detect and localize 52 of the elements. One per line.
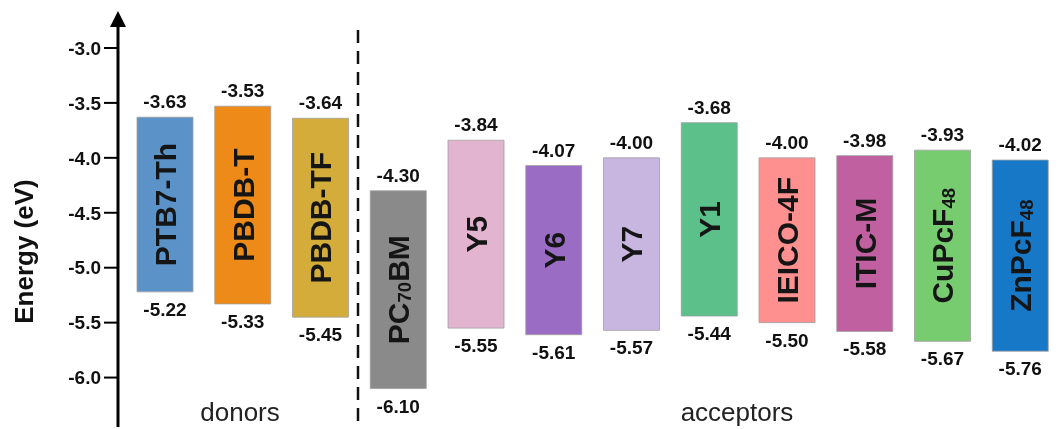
annotation: -5.55 — [454, 335, 499, 357]
bar — [136, 116, 194, 293]
y-tick-label: -3.0 — [68, 37, 101, 59]
annotation: -5.67 — [920, 348, 965, 370]
x-tick-label: PBDB-TF — [304, 151, 337, 284]
bar — [991, 159, 1049, 352]
x-tick-label: PBDB-T — [226, 148, 260, 262]
annotation: -5.76 — [998, 358, 1042, 380]
annotation: acceptors — [679, 397, 795, 427]
annotation: -5.22 — [143, 298, 187, 320]
y-tick-label: -3.5 — [68, 92, 102, 114]
bar — [603, 157, 660, 331]
x-tick-label: ITIC-M — [848, 197, 882, 290]
annotation: -3.64 — [298, 92, 343, 114]
bar — [525, 165, 583, 336]
annotation: -3.63 — [143, 91, 187, 113]
annotation: -4.30 — [376, 164, 420, 186]
annotation: -6.10 — [376, 395, 420, 417]
annotation: -3.53 — [221, 80, 265, 102]
annotation: -4.07 — [532, 139, 576, 161]
annotation: -5.44 — [687, 323, 732, 345]
bar — [836, 155, 894, 332]
y-tick-label: -5.0 — [68, 257, 101, 279]
annotation: -4.02 — [998, 134, 1042, 156]
annotation: -5.61 — [532, 341, 576, 363]
y-tick-label: -4.0 — [68, 147, 101, 169]
y-axis-title: Energy (eV) — [9, 179, 39, 324]
x-tick-label: PTB7-Th — [148, 142, 182, 267]
x-tick-label: IEICO-4F — [770, 176, 804, 304]
x-tick-label: Y1 — [692, 201, 726, 238]
x-tick-label: Y6 — [537, 231, 571, 269]
y-tick-label: -4.5 — [68, 202, 102, 224]
annotation: -3.93 — [920, 124, 965, 146]
bar — [369, 190, 427, 389]
annotation: -4.00 — [609, 131, 654, 153]
bar — [680, 122, 738, 317]
bar — [914, 149, 971, 342]
annotation: -5.33 — [221, 310, 265, 332]
x-tick-label: Y7 — [615, 225, 648, 263]
annotation: -3.68 — [687, 96, 731, 118]
annotation: -5.45 — [298, 324, 343, 346]
annotation: -5.57 — [609, 337, 654, 359]
x-tick-label: Y5 — [459, 215, 493, 253]
annotation: -5.58 — [843, 338, 887, 360]
annotation: -3.98 — [843, 129, 887, 151]
y-tick-label: -6.0 — [68, 367, 101, 389]
y-tick-label: -5.5 — [68, 312, 102, 334]
annotation: -4.00 — [765, 131, 809, 153]
bar — [447, 139, 505, 329]
annotation: donors — [200, 397, 280, 427]
annotation: -5.50 — [765, 329, 809, 351]
annotation: -3.84 — [454, 114, 499, 136]
